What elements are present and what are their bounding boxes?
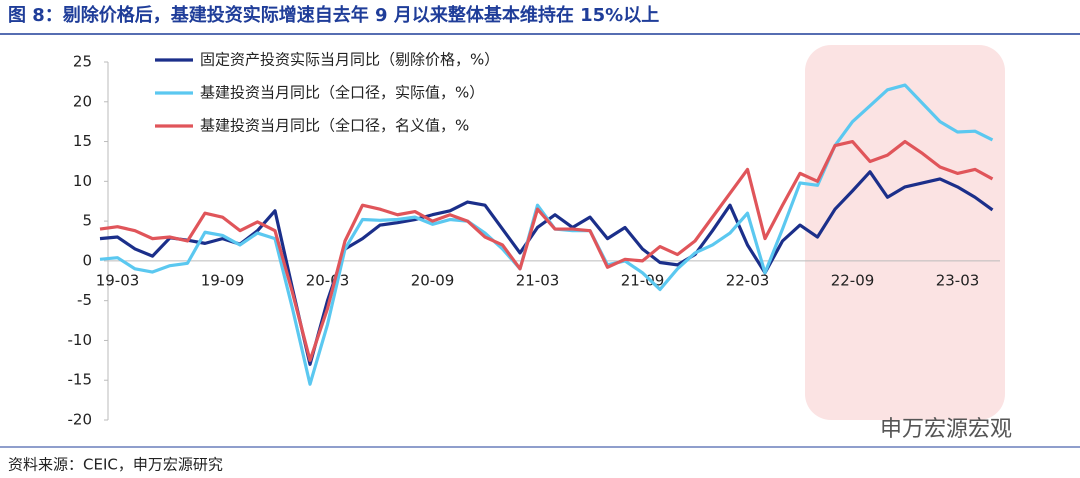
y-tick-label: -10 bbox=[68, 331, 93, 349]
y-tick-label: -5 bbox=[77, 291, 92, 309]
y-tick-label: 20 bbox=[73, 92, 92, 110]
y-tick-label: 5 bbox=[82, 212, 92, 230]
watermark: 申万宏源宏观 bbox=[880, 417, 1012, 442]
x-tick-label: 19-03 bbox=[96, 271, 140, 289]
series-line bbox=[99, 139, 994, 362]
x-tick-label: 22-09 bbox=[831, 271, 875, 289]
legend-label: 基建投资当月同比（全口径，名义值，% bbox=[200, 117, 469, 135]
x-tick-label: 21-03 bbox=[516, 271, 560, 289]
y-tick-label: 10 bbox=[73, 172, 92, 190]
legend-label: 基建投资当月同比（全口径，实际值，%） bbox=[200, 84, 484, 102]
y-tick-label: 15 bbox=[73, 132, 92, 150]
source: 资料来源：CEIC，申万宏源研究 bbox=[8, 456, 223, 474]
x-tick-label: 22-03 bbox=[726, 271, 770, 289]
legend-label: 固定资产投资实际当月同比（剔除价格，%） bbox=[200, 51, 499, 69]
x-tick-label: 20-03 bbox=[306, 271, 350, 289]
y-tick-label: 0 bbox=[82, 251, 92, 269]
y-tick-label: -20 bbox=[68, 411, 93, 429]
x-tick-label: 19-09 bbox=[201, 271, 245, 289]
chart-title: 图 8：剔除价格后，基建投资实际增速自去年 9 月以来整体基本维持在 15%以上 bbox=[8, 4, 659, 26]
y-tick-label: 25 bbox=[73, 53, 92, 71]
x-tick-label: 20-09 bbox=[411, 271, 455, 289]
x-tick-label: 23-03 bbox=[936, 271, 980, 289]
highlight-region bbox=[805, 45, 1005, 420]
y-tick-label: -15 bbox=[68, 371, 93, 389]
